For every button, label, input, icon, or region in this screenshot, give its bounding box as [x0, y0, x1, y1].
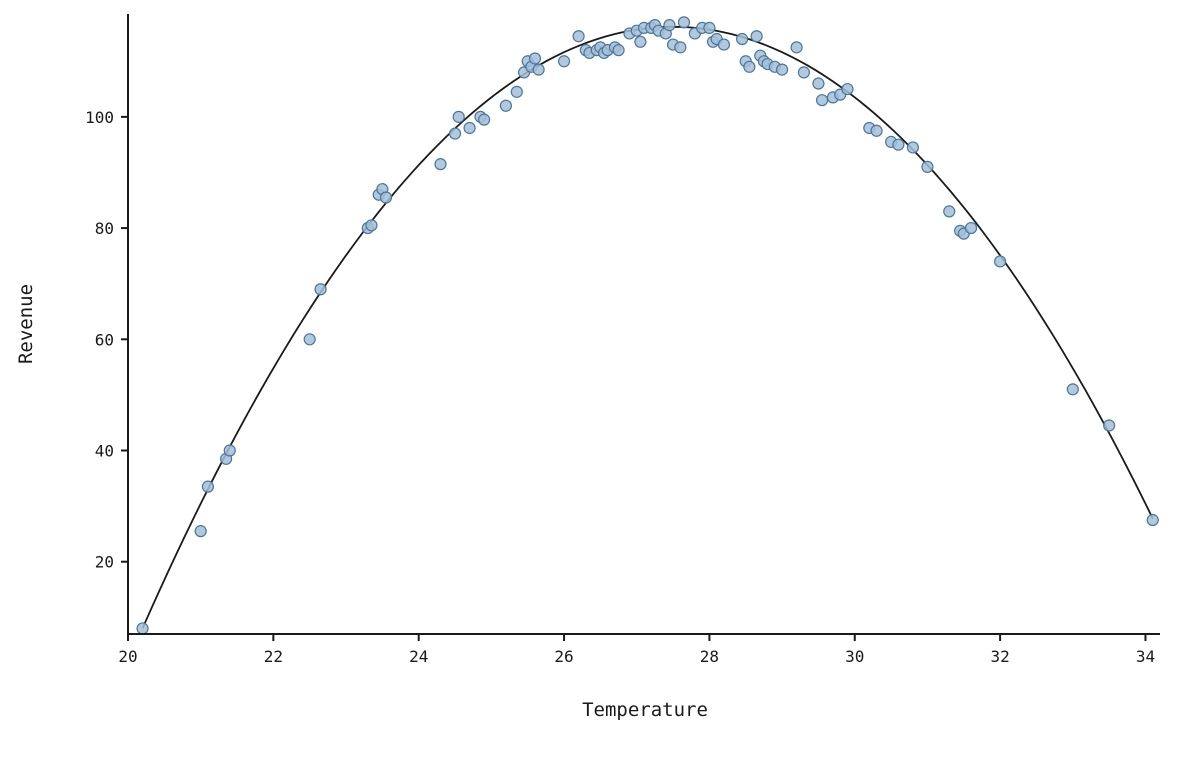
data-point	[892, 138, 905, 151]
data-point	[452, 110, 465, 123]
data-point	[303, 333, 316, 346]
x-tick-label: 28	[700, 647, 719, 666]
fit-curve	[141, 25, 1154, 629]
data-point	[870, 124, 883, 137]
data-point	[201, 480, 215, 493]
data-point	[743, 60, 756, 73]
x-tick-label: 24	[409, 647, 428, 666]
data-point	[572, 30, 585, 43]
data-point	[674, 41, 687, 54]
data-point	[478, 113, 491, 126]
data-point	[1103, 419, 1116, 432]
data-point	[703, 21, 716, 34]
data-point	[463, 121, 476, 135]
data-point	[815, 94, 829, 107]
data-point	[510, 85, 523, 98]
data-point	[448, 127, 462, 140]
data-point	[797, 66, 810, 79]
data-point	[775, 63, 789, 76]
fit-curve-layer	[141, 25, 1154, 629]
x-tick-label: 32	[990, 647, 1009, 666]
data-point	[136, 622, 149, 635]
data-point	[379, 191, 393, 204]
x-axis-label: Temperature	[582, 699, 708, 721]
data-point	[663, 19, 676, 32]
x-tick-label: 22	[264, 647, 283, 666]
y-tick-label: 20	[95, 553, 114, 572]
data-point	[532, 63, 545, 76]
data-point	[499, 99, 513, 112]
data-point	[434, 158, 447, 171]
data-point	[717, 38, 731, 51]
y-tick-label: 100	[85, 108, 114, 127]
data-point	[964, 221, 978, 235]
data-point	[906, 141, 920, 154]
data-point	[677, 16, 691, 29]
data-point	[314, 283, 327, 296]
data-points-layer	[136, 16, 1159, 635]
data-point	[1146, 513, 1159, 527]
y-tick-label: 40	[95, 442, 114, 461]
data-point	[750, 30, 763, 43]
data-point	[612, 44, 625, 57]
y-tick-label: 80	[95, 219, 114, 238]
data-point	[557, 55, 571, 68]
data-point	[365, 219, 378, 232]
x-tick-label: 34	[1136, 647, 1155, 666]
data-point	[1066, 383, 1079, 396]
y-tick-label: 60	[95, 330, 114, 349]
data-point	[943, 205, 956, 218]
data-point	[634, 35, 647, 48]
x-tick-label: 20	[118, 647, 137, 666]
data-point	[736, 32, 749, 46]
x-tick-label: 30	[845, 647, 864, 666]
data-point	[812, 77, 825, 90]
data-point	[790, 41, 803, 54]
data-point	[994, 255, 1007, 268]
y-axis-label: Revenue	[15, 284, 37, 364]
data-point	[528, 52, 542, 65]
x-tick-label: 26	[554, 647, 573, 666]
data-point	[841, 82, 854, 96]
data-point	[223, 444, 236, 457]
data-point	[194, 525, 207, 538]
axes-layer: 20 22 24 26 28 30 32 34 20 40 60 80 100	[85, 14, 1160, 666]
data-point	[921, 160, 934, 174]
